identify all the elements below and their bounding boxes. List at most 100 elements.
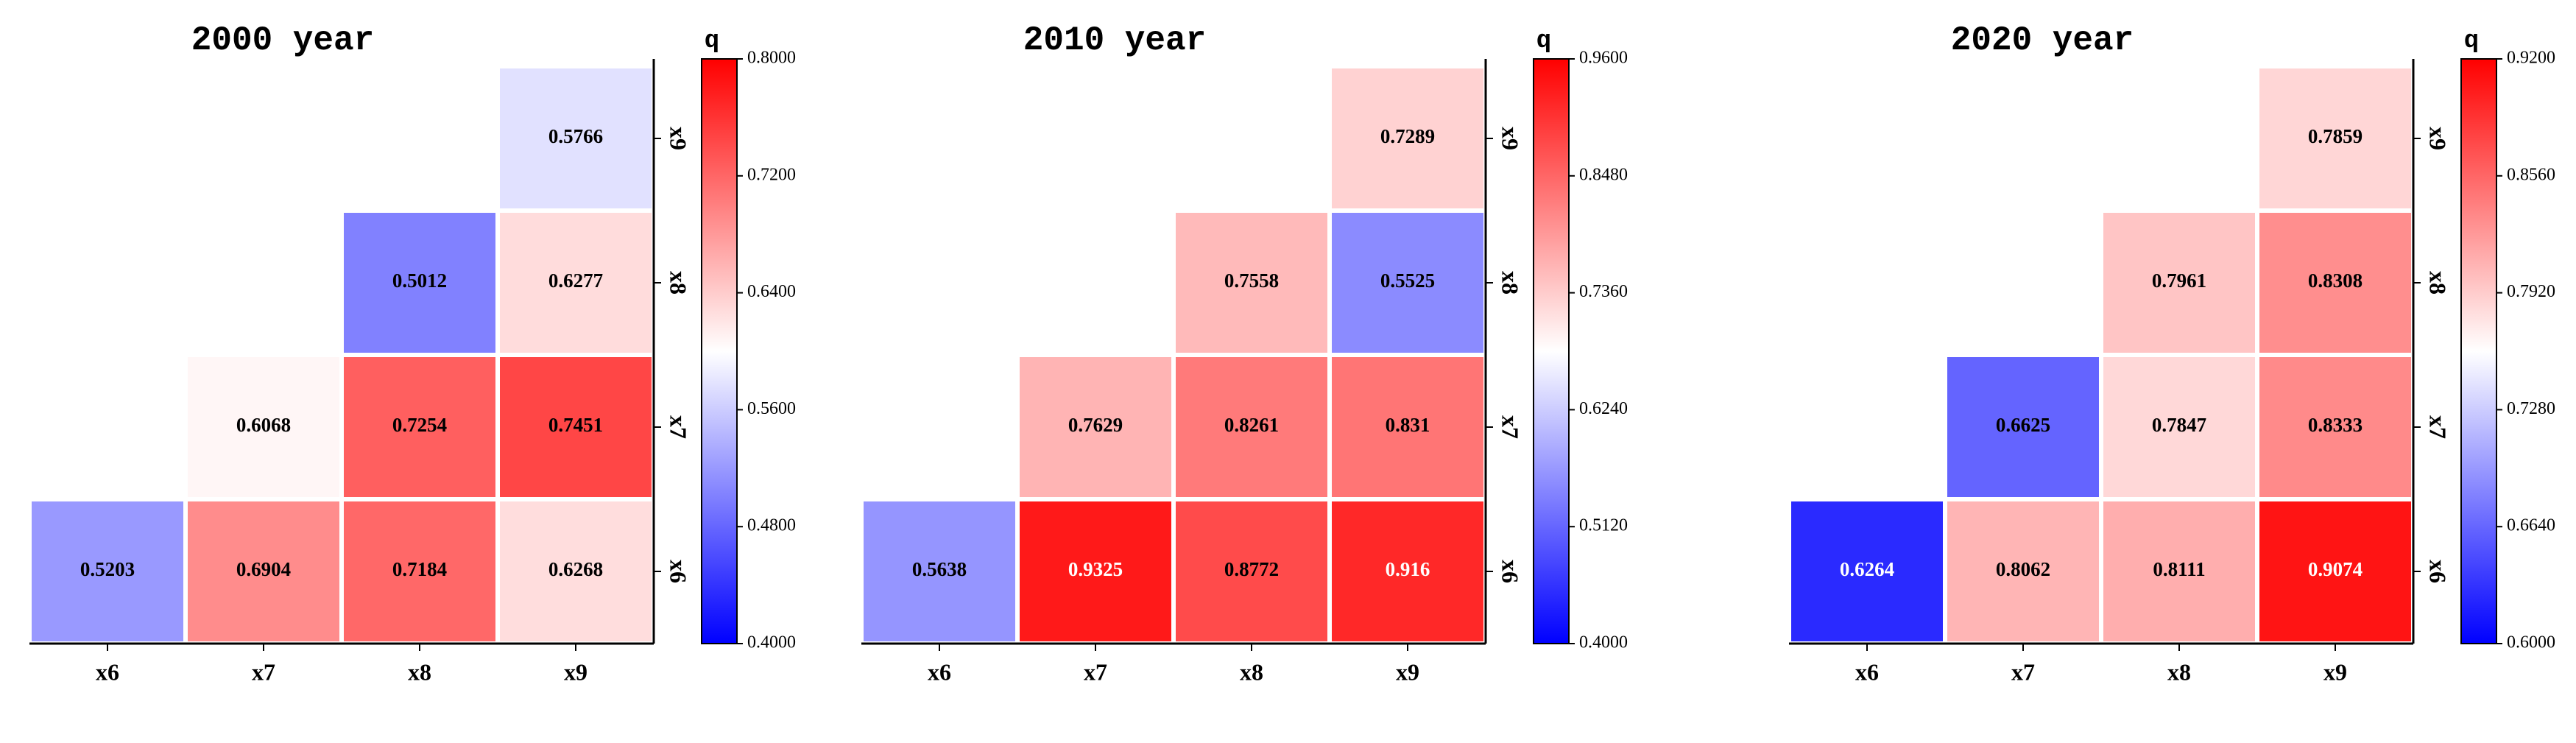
- heatmap-cell: [188, 501, 339, 641]
- cell-label: 0.8062: [1996, 558, 2050, 580]
- cell-label: 0.6277: [548, 270, 603, 292]
- heatmap-cell: [1947, 501, 2099, 641]
- colorbar-tick-label: 0.9200: [2507, 49, 2555, 68]
- colorbar-tick-label: 0.6240: [1579, 399, 1628, 418]
- heatmap-cell: [1332, 213, 1483, 353]
- heatmap-cell: [2103, 357, 2255, 497]
- y-tick-label: x8: [2425, 271, 2452, 295]
- colorbar-tick-label: 0.6000: [2507, 633, 2555, 652]
- colorbar-tick-label: 0.8480: [1579, 165, 1628, 184]
- cell-label: 0.5203: [80, 558, 135, 580]
- colorbar-tick-label: 0.6640: [2507, 516, 2555, 535]
- x-tick-label: x8: [1240, 658, 1263, 685]
- cell-label: 0.7629: [1068, 414, 1123, 436]
- cell-label: 0.8308: [2308, 270, 2362, 292]
- heatmap-cell: [2259, 213, 2411, 353]
- cell-label: 0.5766: [548, 125, 603, 147]
- y-tick-label: x6: [1497, 560, 1524, 583]
- heatmap-cell: [500, 357, 652, 497]
- y-tick-label: x9: [2425, 127, 2452, 150]
- colorbar-tick-label: 0.5120: [1579, 516, 1628, 535]
- cell-label: 0.5525: [1380, 270, 1435, 292]
- colorbar-tick-label: 0.7280: [2507, 399, 2555, 418]
- heatmap-cell: [1332, 68, 1483, 208]
- colorbar-tick-label: 0.4000: [747, 633, 796, 652]
- colorbar: [2460, 58, 2497, 644]
- cell-label: 0.7289: [1380, 125, 1435, 147]
- heatmap-cell: [1332, 501, 1483, 641]
- heatmap-cell: [344, 357, 495, 497]
- panel: 2000 year 0.5203 0.6904 0.7184 0.6268 0.6068 0…: [29, 21, 796, 685]
- heatmap-cell: [1176, 357, 1327, 497]
- x-tick-label: x9: [564, 658, 587, 685]
- colorbar-tick-label: 0.4800: [747, 516, 796, 535]
- heatmap-cell: [1791, 501, 1943, 641]
- x-tick-label: x8: [408, 658, 431, 685]
- cell-label: 0.7847: [2152, 414, 2206, 436]
- cell-label: 0.7184: [392, 558, 447, 580]
- panel: 2010 year 0.5638 0.9325 0.8772 0.916 0.7629 0.…: [861, 21, 1628, 685]
- colorbar-tick-label: 0.6400: [747, 282, 796, 301]
- y-tick-label: x7: [2425, 415, 2452, 439]
- cell-label: 0.7451: [548, 414, 603, 436]
- heatmap-cell: [1176, 501, 1327, 641]
- heatmap-cell: [32, 501, 183, 641]
- cell-label: 0.7558: [1224, 270, 1279, 292]
- cell-label: 0.8772: [1224, 558, 1279, 580]
- colorbar-tick-label: 0.7920: [2507, 282, 2555, 301]
- cell-label: 0.9074: [2308, 558, 2362, 580]
- cell-label: 0.5012: [392, 270, 447, 292]
- y-tick-label: x8: [666, 271, 692, 295]
- heatmap-cell: [1020, 501, 1171, 641]
- colorbar-label: q: [1536, 27, 1551, 55]
- heatmap-cell: [2103, 501, 2255, 641]
- colorbar-tick-label: 0.9600: [1579, 49, 1628, 68]
- chart-title: 2010 year: [1023, 21, 1206, 60]
- heatmap-cell: [2259, 501, 2411, 641]
- x-tick-label: x9: [1396, 658, 1419, 685]
- heatmap-cell: [500, 68, 652, 208]
- cell-label: 0.7254: [392, 414, 447, 436]
- colorbar: [1533, 58, 1570, 644]
- cell-label: 0.7859: [2308, 125, 2362, 147]
- heatmap-cell: [1020, 357, 1171, 497]
- colorbar-tick-label: 0.4000: [1579, 633, 1628, 652]
- x-tick-label: x7: [252, 658, 275, 685]
- heatmap-cell: [1947, 357, 2099, 497]
- x-tick-label: x9: [2323, 658, 2347, 685]
- y-tick-label: x9: [666, 127, 692, 150]
- colorbar-tick-label: 0.8560: [2507, 165, 2555, 184]
- chart-title: 2020 year: [1951, 21, 2134, 60]
- y-tick-label: x7: [666, 415, 692, 439]
- colorbar-label: q: [705, 27, 719, 55]
- colorbar-tick-label: 0.7200: [747, 165, 796, 184]
- y-tick-label: x9: [1497, 127, 1524, 150]
- heatmap-cell: [2103, 213, 2255, 353]
- heatmap-cell: [344, 213, 495, 353]
- cell-label: 0.8111: [2153, 558, 2205, 580]
- heatmap-cell: [1332, 357, 1483, 497]
- cell-label: 0.5638: [912, 558, 967, 580]
- chart-title: 2000 year: [191, 21, 374, 60]
- panel: 2020 year 0.6264 0.8062 0.8111 0.9074 0.6625 0…: [1789, 21, 2555, 685]
- heatmap-cell: [1176, 213, 1327, 353]
- heatmap-cell: [188, 357, 339, 497]
- x-tick-label: x7: [2011, 658, 2035, 685]
- cell-label: 0.9325: [1068, 558, 1123, 580]
- y-tick-label: x6: [2425, 560, 2452, 583]
- colorbar-label: q: [2464, 27, 2479, 55]
- heatmap-cell: [500, 213, 652, 353]
- heatmap-cell: [2259, 357, 2411, 497]
- heatmap-cell: [500, 501, 652, 641]
- x-tick-label: x6: [928, 658, 951, 685]
- cell-label: 0.8333: [2308, 414, 2362, 436]
- cell-label: 0.6264: [1840, 558, 1894, 580]
- y-tick-label: x8: [1497, 271, 1524, 295]
- cell-label: 0.6268: [548, 558, 603, 580]
- heatmap-cell: [864, 501, 1015, 641]
- colorbar-tick-label: 0.5600: [747, 399, 796, 418]
- cell-label: 0.916: [1386, 558, 1430, 580]
- cell-label: 0.6625: [1996, 414, 2050, 436]
